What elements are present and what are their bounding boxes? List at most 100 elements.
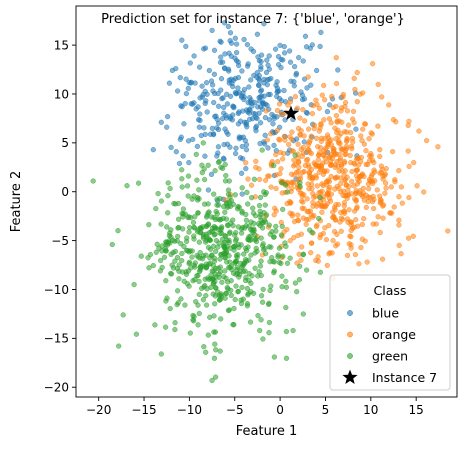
scatter-point-green	[175, 233, 181, 240]
scatter-point-orange	[351, 75, 357, 82]
scatter-point-green	[284, 260, 291, 266]
scatter-point-green	[115, 228, 121, 234]
scatter-point-green	[194, 194, 201, 201]
scatter-point-orange	[359, 137, 365, 144]
scatter-point-green	[146, 265, 152, 271]
scatter-point-blue	[150, 147, 156, 153]
scatter-point-green	[133, 331, 140, 337]
scatter-point-orange	[344, 108, 351, 114]
scatter-point-green	[211, 313, 217, 319]
scatter-point-orange	[389, 210, 395, 216]
scatter-point-green	[258, 293, 265, 299]
scatter-point-green	[212, 278, 218, 285]
scatter-point-green	[297, 180, 303, 186]
scatter-point-blue	[258, 87, 265, 93]
scatter-point-green	[191, 236, 197, 242]
scatter-point-green	[252, 265, 258, 271]
scatter-point-green	[260, 286, 266, 293]
scatter-point-green	[266, 300, 272, 306]
scatter-point-green	[237, 268, 243, 274]
scatter-point-blue	[215, 144, 222, 150]
scatter-point-green	[260, 241, 266, 247]
y-tick-label: 5	[61, 136, 69, 150]
scatter-point-green	[186, 283, 192, 289]
legend-items: blue orange green Instance 7	[342, 306, 437, 385]
scatter-point-green	[248, 195, 255, 201]
scatter-point-orange	[369, 157, 376, 164]
scatter-point-green	[199, 263, 205, 269]
scatter-point-orange	[406, 163, 412, 170]
scatter-point-green	[203, 292, 209, 299]
scatter-point-orange	[405, 122, 411, 129]
scatter-point-green	[207, 255, 213, 261]
scatter-point-green	[282, 182, 289, 188]
scatter-point-green	[247, 319, 254, 325]
scatter-point-orange	[343, 192, 349, 199]
scatter-point-orange	[311, 194, 317, 201]
scatter-point-orange	[284, 200, 290, 207]
scatter-point-blue	[281, 50, 288, 56]
scatter-point-orange	[316, 190, 322, 196]
scatter-point-orange	[297, 115, 303, 121]
scatter-point-orange	[328, 162, 335, 168]
scatter-point-blue	[202, 153, 208, 159]
scatter-point-green	[158, 198, 165, 204]
scatter-point-green	[232, 192, 238, 198]
scatter-point-green	[240, 263, 246, 269]
scatter-point-orange	[360, 126, 366, 132]
scatter-point-orange	[370, 205, 377, 212]
scatter-point-green	[174, 254, 181, 261]
scatter-point-orange	[357, 174, 363, 180]
scatter-point-green	[211, 232, 217, 238]
scatter-point-orange	[287, 238, 293, 244]
scatter-point-orange	[273, 151, 279, 158]
scatter-point-green	[247, 237, 253, 244]
scatter-point-green	[200, 140, 206, 146]
scatter-point-green	[238, 297, 244, 303]
scatter-point-blue	[258, 66, 264, 72]
scatter-point-green	[176, 224, 182, 231]
scatter-point-green	[263, 190, 269, 196]
scatter-point-green	[164, 242, 171, 248]
scatter-point-green	[309, 229, 315, 236]
scatter-point-orange	[326, 222, 332, 229]
scatter-point-orange	[305, 126, 312, 132]
scatter-point-green	[257, 194, 264, 201]
scatter-point-blue	[265, 145, 271, 151]
legend-entry: Instance 7	[342, 369, 437, 385]
scatter-point-orange	[366, 186, 372, 192]
scatter-point-orange	[396, 167, 402, 174]
scatter-point-orange	[305, 74, 311, 80]
legend-marker-star	[342, 369, 358, 384]
scatter-point-green	[228, 287, 234, 294]
scatter-point-orange	[349, 146, 355, 152]
scatter-point-green	[198, 225, 204, 231]
scatter-point-green	[262, 202, 268, 208]
scatter-point-green	[214, 196, 220, 202]
scatter-point-green	[202, 282, 208, 289]
scatter-point-blue	[326, 102, 333, 108]
scatter-point-blue	[269, 111, 275, 118]
scatter-point-orange	[315, 201, 321, 207]
scatter-point-blue	[197, 111, 203, 117]
scatter-point-blue	[179, 104, 185, 110]
scatter-point-blue	[275, 53, 282, 60]
plot-frame	[75, 5, 458, 398]
scatter-point-orange	[317, 232, 324, 238]
scatter-point-green	[208, 284, 214, 291]
scatter-point-orange	[370, 193, 376, 200]
scatter-point-green	[217, 297, 223, 303]
scatter-point-orange	[396, 242, 402, 249]
scatter-point-orange	[435, 144, 441, 150]
scatter-point-blue	[317, 43, 323, 50]
scatter-point-blue	[256, 78, 263, 84]
scatter-point-blue	[256, 82, 262, 89]
scatter-point-orange	[308, 133, 314, 139]
scatter-point-blue	[219, 116, 226, 122]
scatter-point-blue	[244, 41, 251, 48]
scatter-point-green	[217, 292, 223, 298]
scatter-point-green	[244, 300, 251, 307]
scatter-point-green	[182, 302, 188, 308]
scatter-point-orange	[245, 176, 251, 182]
